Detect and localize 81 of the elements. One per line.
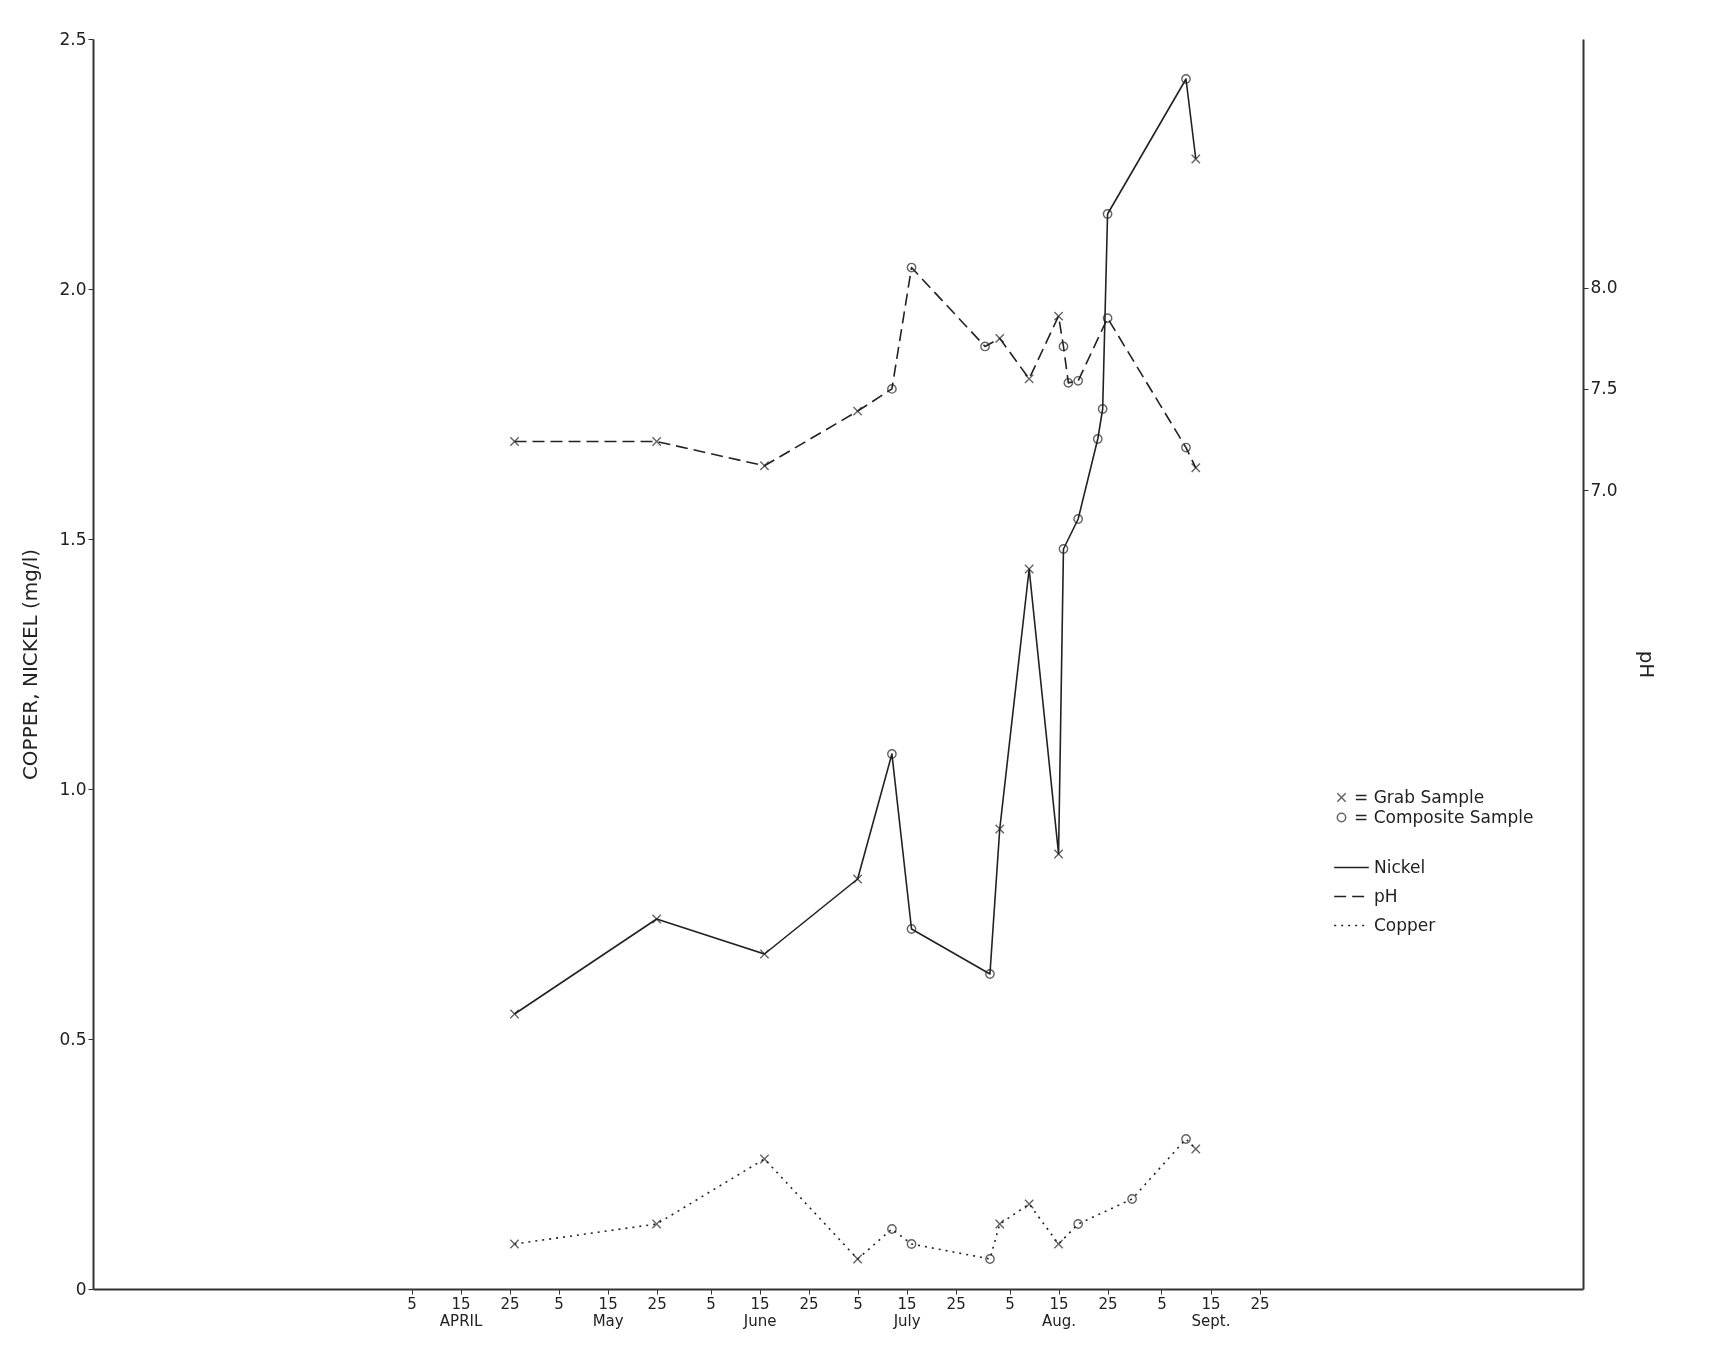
point bbox=[906, 924, 917, 934]
y-tick-label: 0 bbox=[75, 1278, 87, 1299]
point bbox=[509, 436, 520, 447]
y-tick-label: 2.5 bbox=[59, 28, 87, 49]
legend-label: pH bbox=[1374, 885, 1398, 906]
point bbox=[985, 1254, 995, 1264]
y-tick-label: 1.0 bbox=[59, 778, 87, 799]
point bbox=[985, 969, 995, 979]
x-tick-label: 15 July bbox=[892, 1294, 921, 1330]
y2-tick-label: 8.0 bbox=[1590, 277, 1618, 298]
x-tick-label: 5 bbox=[1157, 1294, 1167, 1313]
point bbox=[1053, 849, 1064, 859]
x-tick-label: 25 bbox=[946, 1294, 966, 1313]
y2-axis-title: pH bbox=[1634, 650, 1659, 679]
legend-label: = Grab Sample bbox=[1354, 786, 1485, 807]
point bbox=[906, 1239, 917, 1249]
y-axis-title: COPPER, NICKEL (mg/l) bbox=[18, 548, 43, 781]
x-tick-label: 25 bbox=[1250, 1294, 1270, 1313]
x-tick-label: 5 bbox=[853, 1294, 863, 1313]
point bbox=[1063, 377, 1074, 388]
point bbox=[1102, 209, 1113, 219]
point bbox=[1097, 404, 1108, 414]
x-tick-label: 15 APRIL bbox=[439, 1294, 483, 1330]
point bbox=[1024, 373, 1035, 384]
y2-tick-label: 7.5 bbox=[1590, 378, 1618, 399]
point bbox=[1073, 375, 1084, 386]
point bbox=[1073, 1219, 1084, 1229]
point bbox=[1092, 434, 1103, 444]
legend-label: Nickel bbox=[1374, 856, 1426, 877]
point bbox=[852, 1254, 863, 1264]
point bbox=[1190, 1144, 1201, 1154]
point bbox=[887, 1224, 897, 1234]
x-tick-label: 5 bbox=[554, 1294, 564, 1313]
x-tick-label: 5 bbox=[706, 1294, 716, 1313]
point bbox=[1053, 1239, 1064, 1249]
point bbox=[1024, 1199, 1035, 1209]
point bbox=[759, 949, 770, 959]
x-tick-label: 25 bbox=[647, 1294, 667, 1313]
x-tick-label: 25 bbox=[1098, 1294, 1118, 1313]
x-tick-label: 5 bbox=[1005, 1294, 1015, 1313]
x-tick-label: 15 June bbox=[742, 1294, 777, 1330]
point bbox=[651, 436, 662, 447]
x-tick-label: 25 bbox=[799, 1294, 819, 1313]
point bbox=[1181, 1134, 1191, 1144]
point bbox=[759, 1154, 770, 1164]
x-tick-label: 25 bbox=[500, 1294, 520, 1313]
point bbox=[651, 914, 662, 924]
y-tick-label: 1.5 bbox=[59, 528, 87, 549]
x-tick-label: 15 May bbox=[592, 1294, 624, 1330]
point bbox=[651, 1219, 662, 1229]
point bbox=[759, 460, 770, 471]
point bbox=[906, 262, 917, 273]
point bbox=[1058, 341, 1069, 352]
point bbox=[1190, 462, 1201, 473]
legend-label: Copper bbox=[1374, 914, 1436, 935]
point bbox=[1053, 311, 1064, 321]
point bbox=[1102, 313, 1113, 323]
point bbox=[887, 749, 897, 759]
point bbox=[852, 874, 863, 884]
point bbox=[980, 341, 990, 352]
point bbox=[994, 333, 1005, 344]
point bbox=[887, 384, 897, 394]
point bbox=[1127, 1194, 1137, 1204]
point bbox=[509, 1009, 520, 1019]
point bbox=[1073, 514, 1084, 524]
point bbox=[994, 824, 1005, 834]
x-tick-label: 15 Sept. bbox=[1191, 1294, 1231, 1330]
point bbox=[994, 1219, 1005, 1229]
point bbox=[1024, 564, 1035, 574]
point bbox=[509, 1239, 520, 1249]
y-tick-label: 2.0 bbox=[59, 278, 87, 299]
y-tick-label: 0.5 bbox=[59, 1028, 87, 1049]
x-tick-label: 5 bbox=[407, 1294, 417, 1313]
point bbox=[852, 406, 863, 417]
legend-label: = Composite Sample bbox=[1354, 806, 1534, 827]
point bbox=[1181, 74, 1191, 84]
x-tick-label: 15 Aug. bbox=[1042, 1294, 1077, 1330]
point bbox=[1181, 442, 1191, 453]
y2-tick-label: 7.0 bbox=[1590, 479, 1618, 500]
point bbox=[1190, 154, 1201, 164]
point bbox=[1058, 544, 1069, 554]
